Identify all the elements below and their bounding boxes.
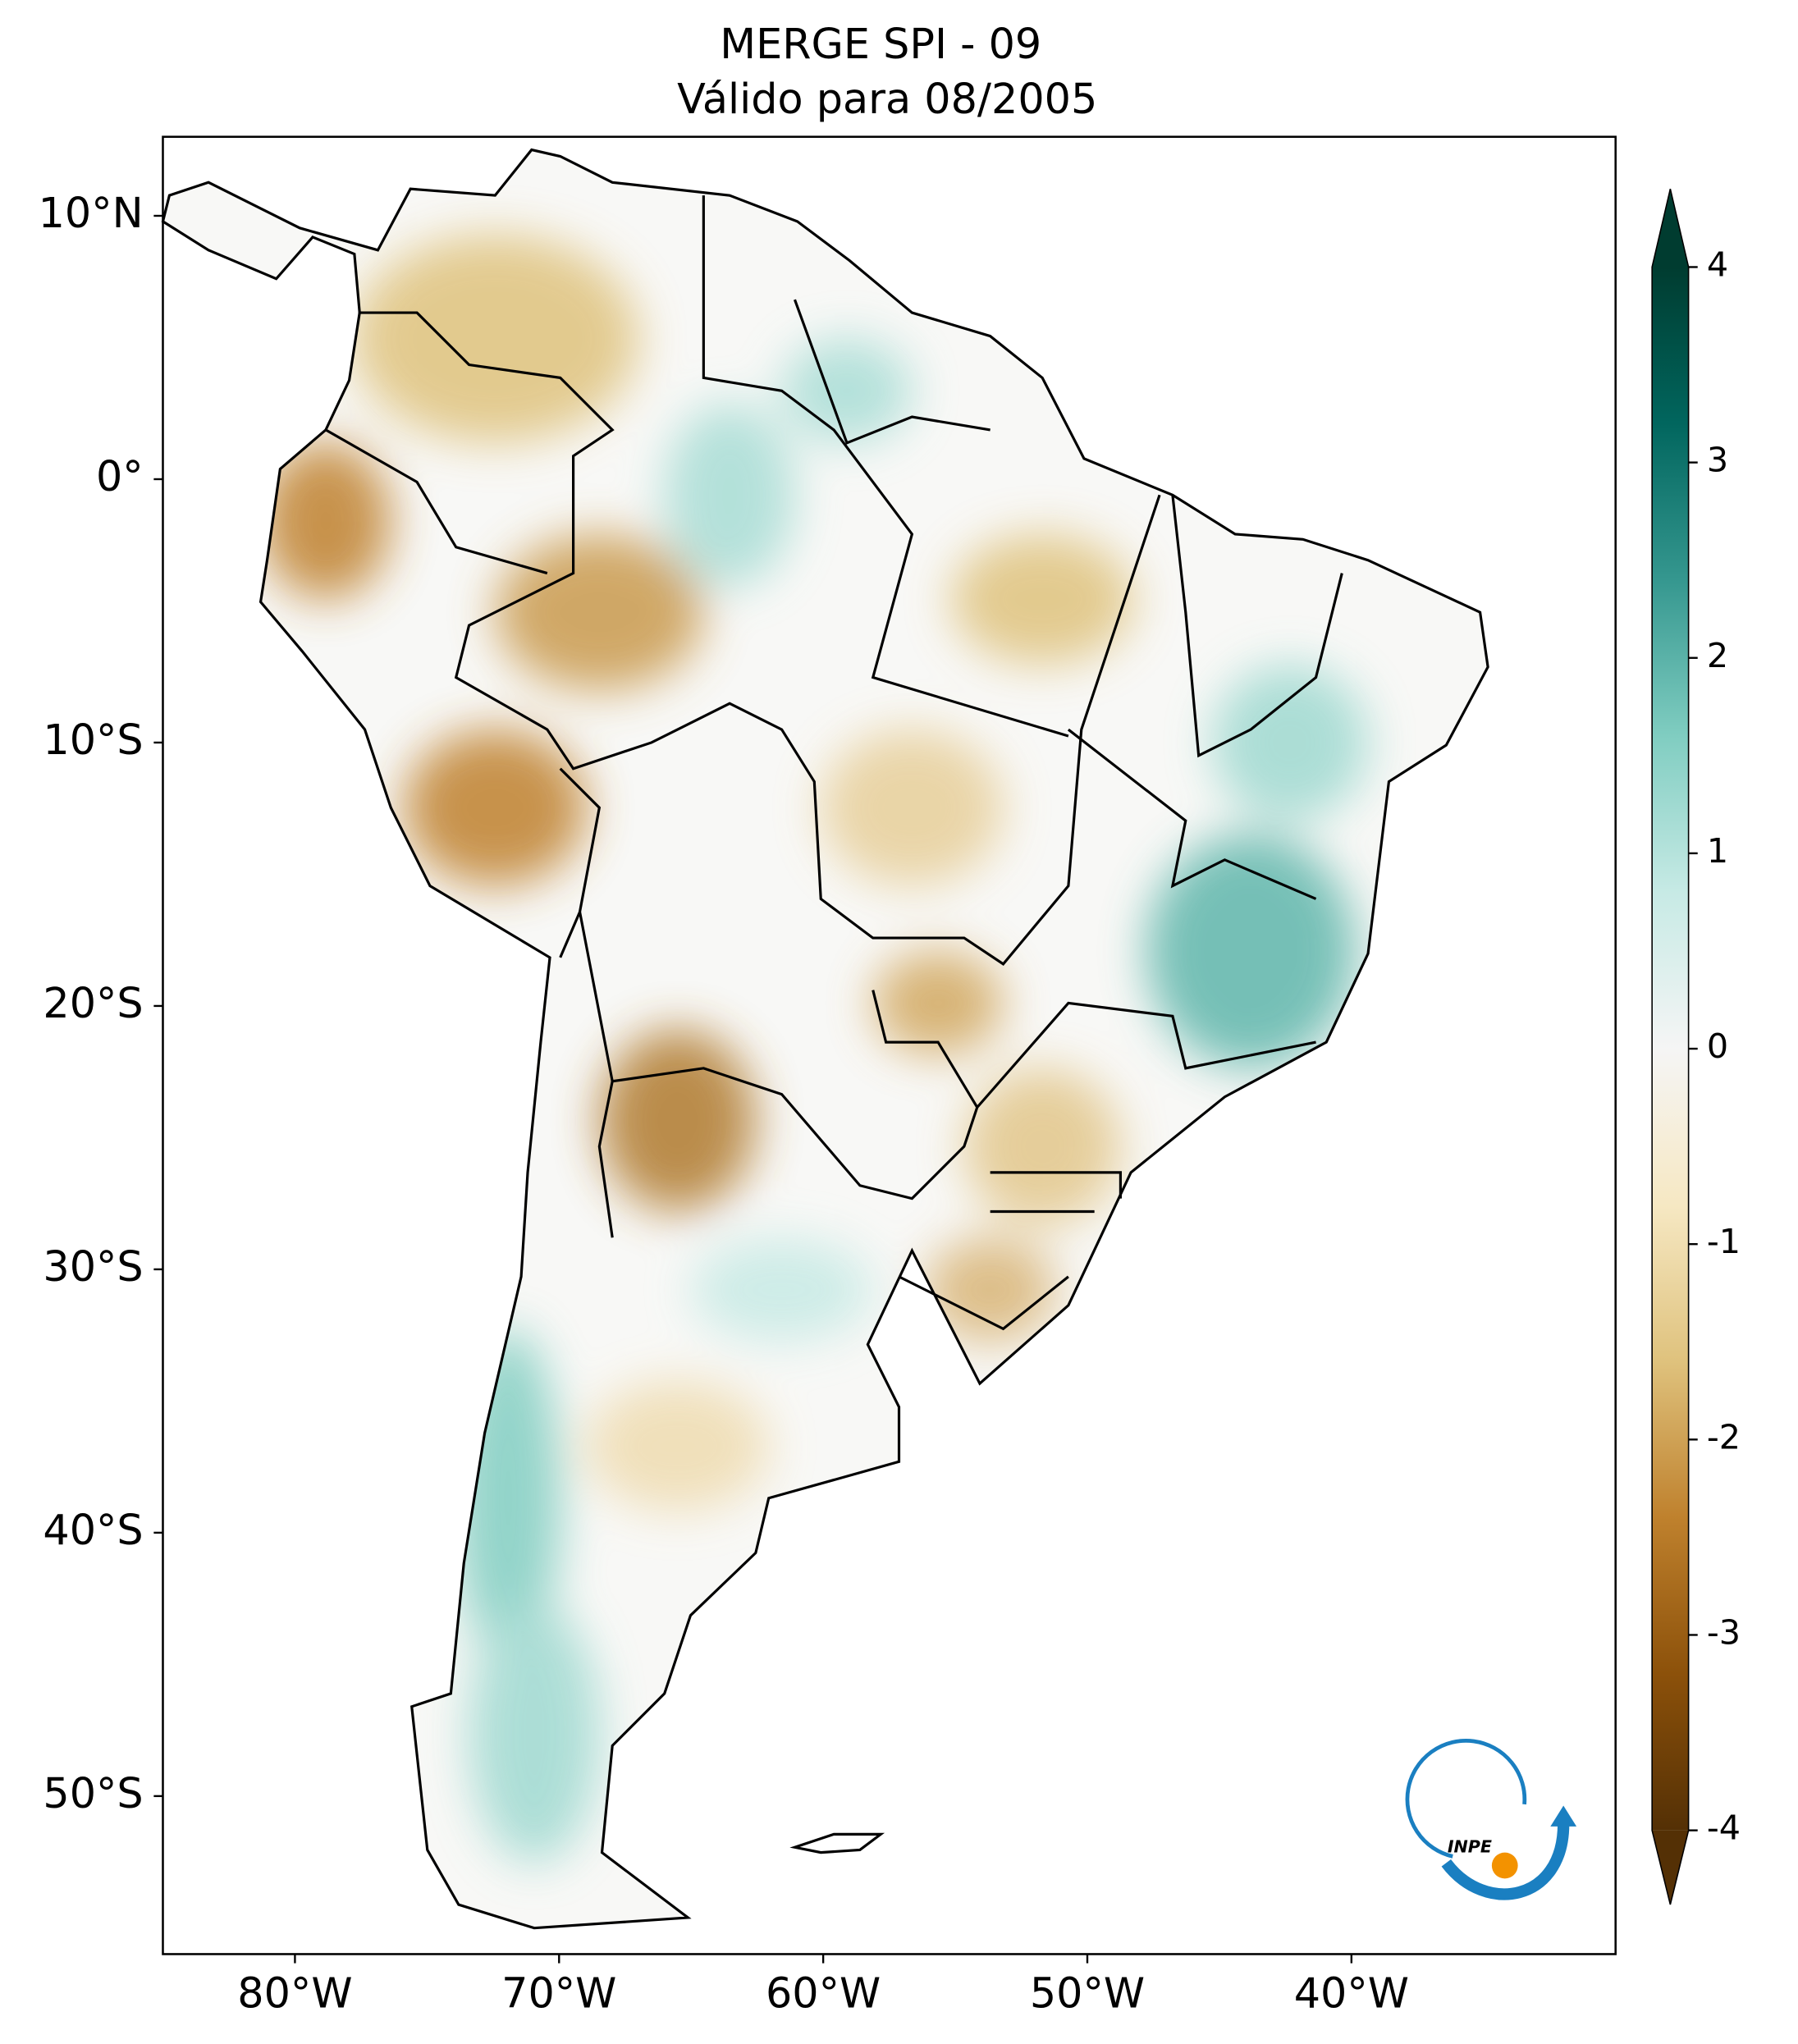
colorbar-body	[1652, 267, 1689, 1831]
title-line: Válido para 08/2005	[677, 75, 1097, 123]
x-tick-label: 80°W	[237, 1969, 352, 2017]
colorbar-tick-label: -4	[1707, 1809, 1741, 1848]
x-tick-label: 70°W	[501, 1969, 616, 2017]
colorbar: -4 -3 -2 -1 0 1 2 3 4	[1651, 189, 1741, 1905]
colorbar-tick-label: -1	[1707, 1222, 1741, 1261]
x-tick-label: 60°W	[766, 1969, 881, 2017]
colorbar-tick-label: 2	[1707, 636, 1728, 675]
colorbar-tick-label: -3	[1707, 1612, 1741, 1652]
y-tick-label: 10°S	[43, 716, 143, 764]
inpe-logo: INPE	[1405, 1738, 1577, 1900]
y-tick-label: 40°S	[43, 1506, 143, 1554]
y-tick-label: 10°N	[39, 189, 144, 237]
colorbar-tick-label: -2	[1707, 1417, 1741, 1456]
y-tick-label: 50°S	[43, 1769, 143, 1818]
colorbar-tick-label: 1	[1707, 831, 1728, 871]
y-tick-label: 30°S	[43, 1242, 143, 1291]
y-tick-label: 20°S	[43, 979, 143, 1027]
colorbar-extend-min	[1652, 1830, 1689, 1905]
colorbar-tick-label: 4	[1707, 245, 1728, 284]
map-frame	[162, 135, 1617, 1955]
axes: 80°W 70°W 60°W 50°W 40°W 10°N 0° 10°S 20°S 30°S 40…	[39, 189, 1409, 2017]
colorbar-tick-label: 0	[1707, 1027, 1728, 1066]
y-tick-label: 0°	[96, 452, 144, 501]
colorbar-extend-max	[1652, 189, 1689, 268]
x-tick-label: 40°W	[1294, 1969, 1409, 2017]
logo-text: INPE	[1448, 1836, 1492, 1856]
x-tick-label: 50°W	[1030, 1969, 1145, 2017]
colorbar-tick-label: 3	[1707, 441, 1728, 480]
spi-field	[162, 149, 1489, 1928]
borders	[325, 195, 1343, 1854]
title-line: MERGE SPI - 09	[720, 20, 1041, 68]
